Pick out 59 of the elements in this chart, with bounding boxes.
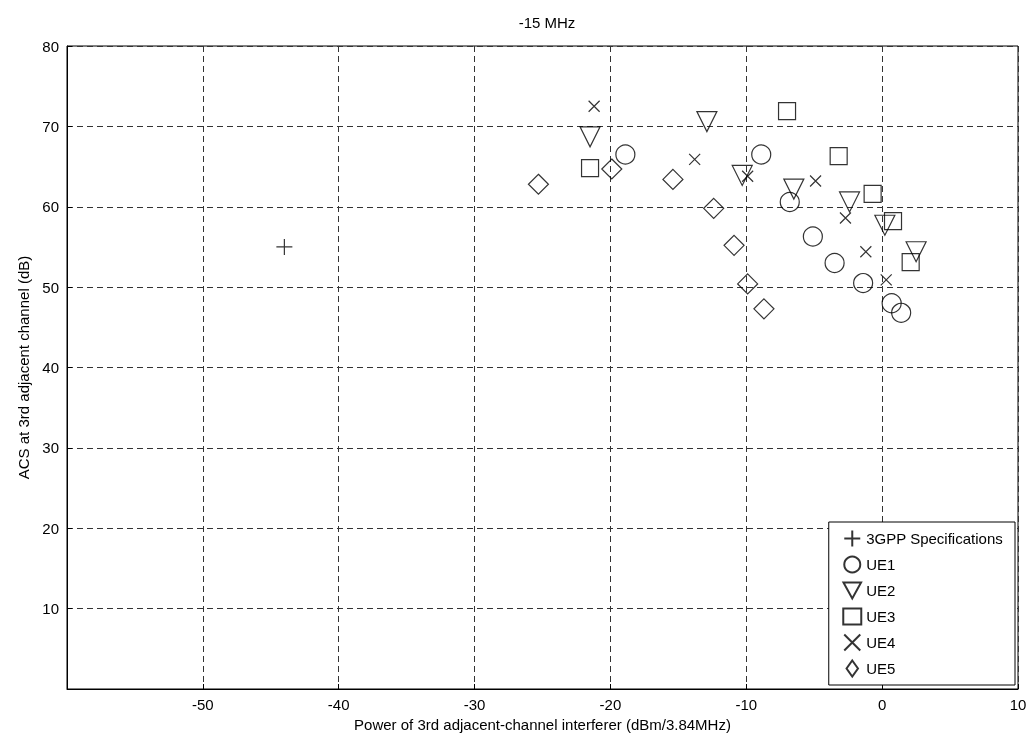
y-tick-label: 10 xyxy=(42,600,59,618)
point xyxy=(275,238,293,256)
point xyxy=(883,212,903,231)
point xyxy=(829,147,848,166)
point xyxy=(579,126,601,148)
point xyxy=(824,252,845,274)
x-tick-label: -10 xyxy=(735,696,758,713)
point xyxy=(859,245,872,258)
legend-label: UE5 xyxy=(866,660,896,677)
x-tick-label: -20 xyxy=(599,696,622,713)
legend-label: 3GPP Specifications xyxy=(866,530,1003,547)
y-tick-label: 80 xyxy=(42,37,59,55)
point xyxy=(751,144,772,165)
legend-label: UE1 xyxy=(866,556,896,573)
point xyxy=(753,298,775,320)
point xyxy=(874,214,896,236)
point xyxy=(783,178,805,200)
point xyxy=(688,153,701,166)
x-tick-label: 0 xyxy=(877,696,887,713)
point xyxy=(588,100,601,113)
legend-label: UE3 xyxy=(866,608,896,625)
point xyxy=(527,173,550,195)
legend-label: UE4 xyxy=(866,634,896,651)
point xyxy=(891,302,912,323)
point xyxy=(737,273,759,295)
point xyxy=(838,191,861,213)
point xyxy=(703,197,725,219)
point xyxy=(723,234,745,256)
point xyxy=(731,164,753,186)
point xyxy=(662,168,684,191)
point xyxy=(802,226,823,247)
x-tick-label: -40 xyxy=(327,696,350,713)
point xyxy=(601,158,623,180)
point xyxy=(905,241,927,263)
y-tick-label: 70 xyxy=(42,117,59,135)
y-tick-label: 60 xyxy=(42,198,59,216)
point xyxy=(615,144,636,165)
point xyxy=(853,273,874,294)
point xyxy=(839,211,852,225)
point xyxy=(901,253,920,272)
legend-label: UE2 xyxy=(866,582,896,599)
x-tick-label: -50 xyxy=(192,696,214,713)
point xyxy=(809,174,822,188)
point xyxy=(880,273,893,286)
point xyxy=(881,293,902,314)
x-tick-label: 10 xyxy=(1009,696,1027,713)
point xyxy=(696,110,718,133)
point xyxy=(779,191,800,213)
point xyxy=(777,102,797,121)
point xyxy=(580,159,600,178)
x-tick-label: -30 xyxy=(463,696,486,713)
point xyxy=(863,184,882,203)
y-axis-title: ACS at 3rd adjacent channel (dB) xyxy=(15,255,32,480)
y-tick-label: 50 xyxy=(42,278,59,296)
x-axis-title: Power of 3rd adjacent-channel interferer (dBm/3.84MHz) xyxy=(354,715,731,733)
y-tick-label: 20 xyxy=(42,519,59,537)
y-tick-label: 40 xyxy=(42,359,59,376)
y-tick-label: 30 xyxy=(42,439,59,457)
chart-title: -15 MHz xyxy=(518,14,576,31)
